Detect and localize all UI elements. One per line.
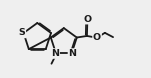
Text: N: N — [68, 49, 76, 58]
Text: O: O — [83, 15, 91, 24]
Text: S: S — [19, 28, 25, 38]
Text: O: O — [93, 33, 101, 42]
Text: N: N — [51, 49, 59, 58]
